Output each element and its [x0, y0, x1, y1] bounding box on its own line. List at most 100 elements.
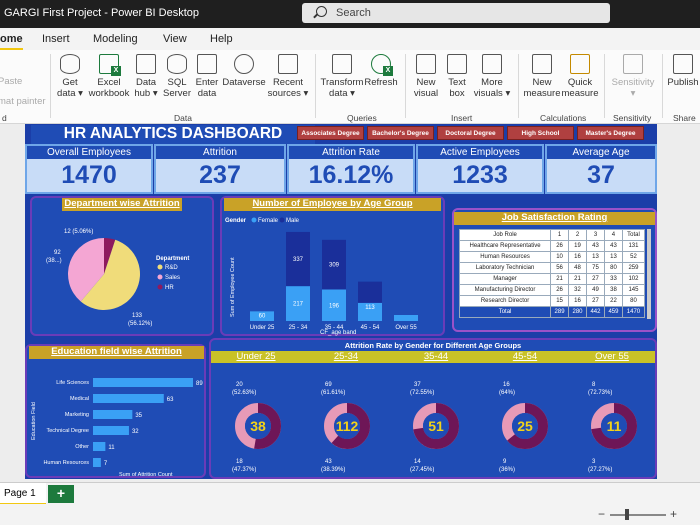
sql-server-icon [167, 54, 187, 74]
table-row: Human Resources 10 16 13 13 52 [458, 251, 646, 263]
age-tab-35-44[interactable]: 35-44 [391, 351, 481, 363]
tab-help[interactable]: Help [210, 33, 233, 45]
age-bar-male[interactable] [322, 239, 346, 290]
age-bar-female[interactable] [322, 289, 346, 322]
table-cell: 15 [550, 295, 570, 307]
pie-legend-title: Department [156, 256, 190, 262]
more-visuals-button[interactable]: More visuals ▾ [472, 54, 512, 99]
tab-modeling[interactable]: Modeling [93, 33, 138, 45]
enter-data-button[interactable]: Enter data [193, 54, 221, 99]
table-cell: Manager [458, 273, 552, 285]
age-tab-under-25[interactable]: Under 25 [211, 351, 301, 363]
sensitivity-button[interactable]: Sensitivity ▾ [608, 54, 658, 99]
get-data-button[interactable]: Get data ▾ [55, 54, 85, 99]
table-header-row: Job Role 1 2 3 4 Total [458, 229, 646, 241]
zoom-thumb[interactable] [625, 509, 629, 520]
donut-center [245, 413, 271, 439]
new-visual-button[interactable]: New visual [411, 54, 441, 99]
pie-pct-sales: (38...) [46, 258, 62, 264]
page-tab-1[interactable]: Page 1 [0, 483, 46, 505]
tab-view[interactable]: View [163, 33, 187, 45]
slicer-high-school[interactable]: High School [507, 126, 574, 140]
quick-measure-button[interactable]: Quick measure [560, 54, 600, 99]
table-cell: 259 [621, 262, 646, 274]
pie-slice-hr[interactable] [104, 238, 116, 274]
donut-male-pct: (61.61%) [321, 390, 345, 396]
donut-male-arc[interactable] [502, 403, 548, 449]
search-box[interactable]: Search [302, 3, 610, 23]
slicer-bachelors[interactable]: Bachelor's Degree [367, 126, 434, 140]
group-label-insert: Insert [451, 113, 473, 123]
more-visuals-icon [482, 54, 502, 74]
dataverse-button[interactable]: Dataverse [222, 54, 266, 88]
dataverse-icon [234, 54, 254, 74]
pie-label-rd: 133 [132, 313, 143, 319]
age-bar-female[interactable] [286, 286, 310, 321]
age-bar-female[interactable] [250, 311, 274, 321]
excel-workbook-button[interactable]: Excel workbook [87, 54, 131, 99]
new-measure-button[interactable]: New measure [522, 54, 562, 99]
age-x-tick: Under 25 [250, 325, 275, 331]
slicer-associates[interactable]: Associates Degree [297, 126, 364, 140]
edu-category-label: Human Resources [43, 460, 89, 466]
edu-bar[interactable] [93, 378, 193, 387]
age-bar-male[interactable] [286, 231, 310, 287]
table-row: Research Director 15 16 27 22 80 [458, 295, 646, 307]
zoom-in-icon[interactable]: + [670, 507, 678, 521]
donut-male-arc[interactable] [591, 403, 637, 449]
age-tab-over-55[interactable]: Over 55 [569, 351, 655, 363]
pie-slice-sales[interactable] [67, 238, 104, 302]
table-scrollbar[interactable] [647, 229, 651, 319]
donut-center [423, 413, 449, 439]
data-hub-button[interactable]: Data hub ▾ [132, 54, 160, 99]
table-cell: Research Director [458, 295, 552, 307]
sql-server-button[interactable]: SQL Server [162, 54, 192, 99]
group-label-data: Data [174, 113, 192, 123]
edu-bar-value: 32 [132, 429, 139, 435]
recent-sources-button[interactable]: Recent sources ▾ [266, 54, 310, 99]
group-label: d [2, 113, 7, 123]
education-title: Education field wise Attrition [29, 346, 204, 359]
donut-male-arc[interactable] [235, 403, 281, 449]
donut-male-arc[interactable] [413, 403, 459, 449]
refresh-button[interactable]: Refresh [364, 54, 398, 88]
table-cell: 75 [586, 262, 605, 274]
edu-bar[interactable] [93, 442, 106, 451]
donut-male-arc[interactable] [324, 403, 370, 449]
edu-bar[interactable] [93, 394, 164, 403]
donut-total: 38 [250, 418, 266, 434]
table-cell: 19 [568, 240, 587, 252]
age-tab-45-54[interactable]: 45-54 [481, 351, 569, 363]
title-bar: GARGI First Project - Power BI Desktop S… [0, 0, 700, 28]
donut-total: 51 [428, 418, 444, 434]
format-painter-button[interactable]: mat painter [0, 96, 46, 107]
add-page-button[interactable]: + [48, 485, 74, 503]
edu-bar[interactable] [93, 458, 101, 467]
kpi-active-employees: Active Employees 1233 [416, 144, 544, 194]
paste-button[interactable]: Paste [0, 76, 23, 87]
table-cell: 52 [621, 251, 646, 263]
age-tab-25-34[interactable]: 25-34 [301, 351, 391, 363]
table-cell: 16 [568, 251, 587, 263]
age-bar-male[interactable] [358, 281, 382, 303]
refresh-icon [371, 54, 393, 76]
publish-button[interactable]: Publish [666, 54, 700, 88]
slicer-masters[interactable]: Master's Degree [577, 126, 644, 140]
donut-center [512, 413, 538, 439]
age-bar-female[interactable] [358, 302, 382, 321]
edu-bar[interactable] [93, 426, 129, 435]
table-cell: Laboratory Technician [458, 262, 552, 274]
zoom-slider[interactable] [610, 514, 666, 516]
pie-legend-marker [157, 274, 163, 280]
edu-bar[interactable] [93, 410, 133, 419]
transform-data-button[interactable]: Transform data ▾ [320, 54, 364, 99]
report-canvas: HR ANALYTICS DASHBOARD Associates Degree… [0, 124, 700, 482]
tab-home[interactable]: ome [0, 33, 23, 50]
donut-female-count: 3 [592, 459, 596, 465]
zoom-out-icon[interactable]: − [598, 507, 606, 521]
tab-insert[interactable]: Insert [42, 33, 70, 45]
slicer-doctoral[interactable]: Doctoral Degree [437, 126, 504, 140]
age-bar-female[interactable] [394, 315, 418, 321]
text-box-button[interactable]: Text box [443, 54, 471, 99]
pie-slice-rd[interactable] [80, 239, 140, 310]
